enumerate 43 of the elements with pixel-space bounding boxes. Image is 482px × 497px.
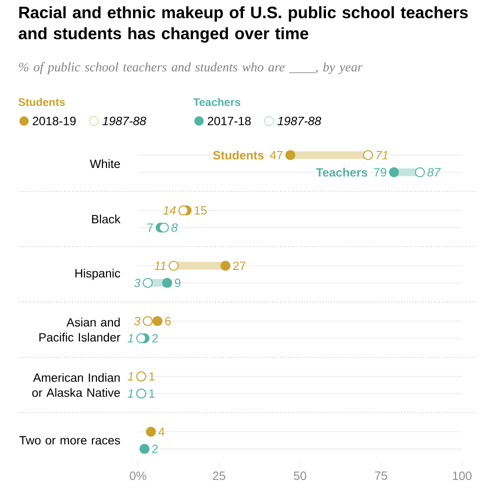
x-tick-label: 75 [374,472,388,480]
x-tick-label: 25 [212,472,226,480]
y-tick-label: Asian and Pacific Islander [39,318,120,342]
y-tick-label: White [90,159,120,168]
y-tick-label: Two or more races [19,436,120,445]
annotation: Students [213,150,264,160]
chart-subtitle: % of public school teachers and students who are ____, by year [18,62,363,74]
data-label: 79 [374,168,386,176]
data-label: 15 [194,206,207,215]
data-label: 1 [128,389,134,398]
data-label: 11 [154,262,166,270]
legend-label: 2018-19 [32,116,76,126]
legend-label: 2017-18 [208,116,251,126]
data-label: 71 [376,150,388,160]
data-label: 47 [270,150,282,160]
data-label: 4 [158,428,164,436]
text: Students [18,98,65,106]
data-label: 1 [149,389,155,398]
data-label: 3 [134,278,140,288]
x-tick-label: 50 [294,472,306,480]
y-tick-label: Black [92,214,120,224]
data-label: 3 [134,316,140,326]
data-label: 6 [165,316,171,326]
x-tick-label: 0% [130,472,146,480]
y-tick-label: American Indian or Alaska Native [32,373,120,397]
text: Teachers [193,98,240,106]
chart-title: Racial and ethnic makeup of U.S. public school teachers and students has changed over time [18,6,468,43]
legend-label: 1987-88 [278,116,322,126]
legend-label: 1987-88 [102,116,146,126]
data-label: 1 [128,372,134,381]
data-label: 1 [128,334,134,342]
data-label: 2 [152,334,158,342]
data-label: 27 [233,262,246,270]
data-label: 14 [163,206,176,215]
x-tick-label: 100 [452,472,472,480]
annotation: Teachers [316,168,368,177]
data-label: 8 [171,223,178,232]
data-label: 87 [427,168,441,176]
data-label: 2 [152,444,158,454]
data-label: 9 [174,278,180,288]
data-label: 7 [147,223,153,232]
y-tick-label: Hispanic [75,268,120,280]
data-label: 1 [149,372,155,381]
